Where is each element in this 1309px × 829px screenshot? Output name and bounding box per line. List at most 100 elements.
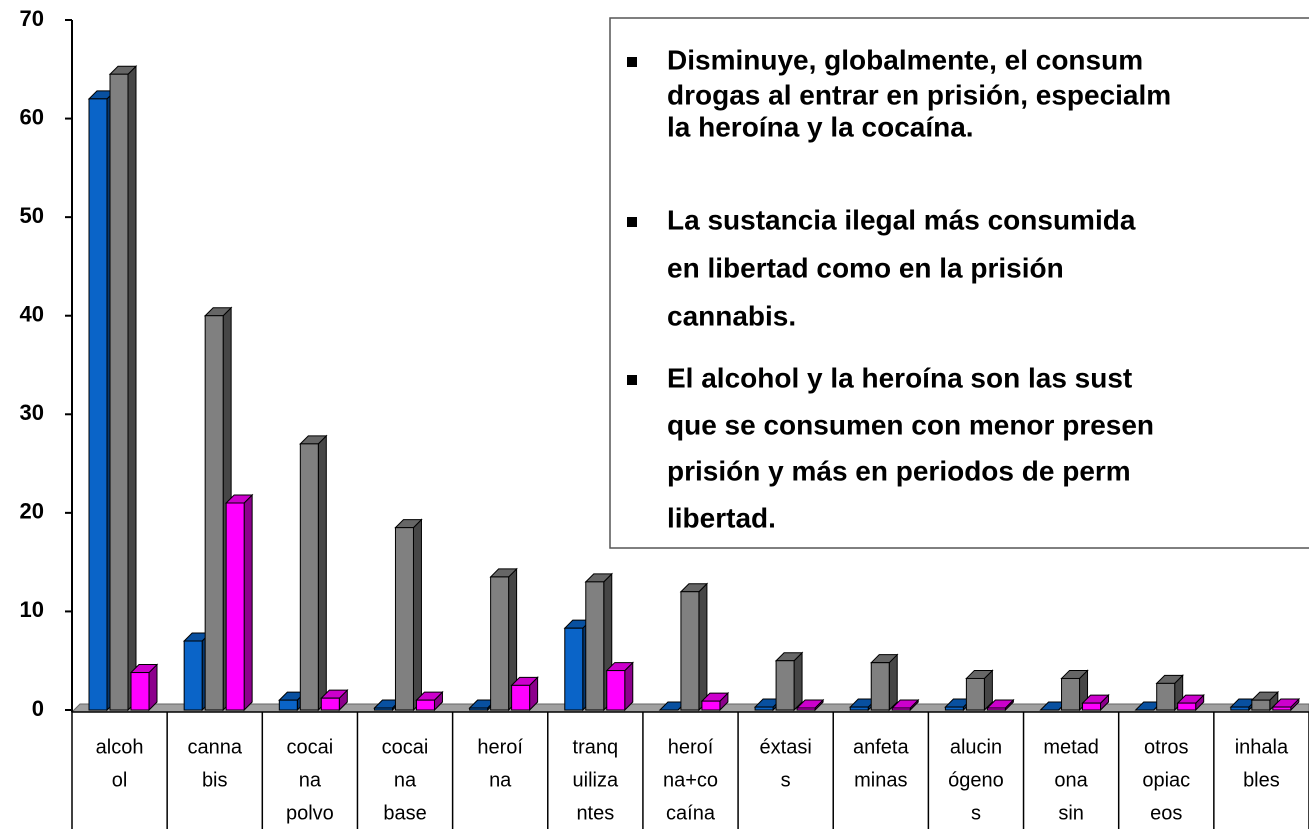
annotation-line: drogas al entrar en prisión, especialm (667, 79, 1171, 110)
bar-front (796, 707, 816, 711)
x-tick-label: heroí (477, 736, 523, 758)
bar-side (888, 653, 898, 712)
bar-front (986, 707, 1006, 711)
x-tick-label: ol (112, 769, 128, 791)
x-tick-label: base (383, 802, 426, 824)
y-tick-label: 70 (20, 6, 44, 31)
bar-front (225, 502, 245, 711)
bar-front (490, 576, 510, 711)
x-tick-label: s (971, 802, 981, 824)
bar (394, 518, 423, 712)
y-tick-label: 30 (20, 400, 44, 425)
x-tick-label: otros (1144, 736, 1188, 758)
x-tick-label: caína (666, 802, 716, 824)
bar-side (793, 651, 803, 712)
x-tick-label: canna (187, 736, 242, 758)
y-tick-label: 10 (20, 597, 44, 622)
y-tick-label: 0 (32, 696, 44, 721)
bullet (627, 57, 637, 67)
bar-front (204, 315, 224, 711)
bar-front (754, 706, 774, 711)
bar-front (130, 672, 150, 711)
bar-front (320, 697, 340, 711)
bar-side (412, 518, 422, 712)
bar (1250, 690, 1280, 712)
bar-side (698, 582, 708, 712)
bar-front (299, 443, 319, 711)
bar-front (1156, 682, 1176, 711)
bar-front (944, 706, 964, 711)
x-tick-label: cocai (287, 736, 334, 758)
x-tick-label: na (394, 769, 417, 791)
bar-front (394, 527, 414, 711)
x-tick-label: na (489, 769, 512, 791)
annotation-line: cannabis. (667, 300, 796, 331)
x-tick-label: minas (854, 769, 907, 791)
bar (299, 434, 328, 712)
bar-front (415, 699, 435, 711)
bar (108, 65, 138, 712)
x-tick-label: bles (1243, 769, 1280, 791)
bar-side (243, 493, 253, 712)
bar (965, 669, 994, 712)
bar-front (1177, 702, 1197, 711)
x-tick-label: polvo (286, 802, 334, 824)
bar (1271, 697, 1301, 712)
bar-front (109, 73, 129, 711)
bar-front (891, 707, 911, 711)
bar-side (127, 65, 137, 712)
x-tick-label: s (781, 769, 791, 791)
x-tick-label: heroí (668, 736, 714, 758)
bar-front (606, 670, 626, 711)
bar (986, 698, 1015, 712)
x-tick-label: tranq (573, 736, 619, 758)
bar-front (585, 581, 605, 711)
x-tick-label: éxtasi (760, 736, 812, 758)
bar-front (373, 707, 393, 711)
bar-front (278, 699, 298, 711)
y-tick-label: 50 (20, 203, 44, 228)
bar (510, 676, 539, 712)
bar (415, 690, 444, 712)
y-tick-label: 20 (20, 499, 44, 524)
bar (891, 698, 920, 712)
bar-front (564, 627, 584, 711)
x-tick-label: alcoh (96, 736, 144, 758)
bar-front (183, 640, 203, 711)
bar-side (317, 434, 327, 712)
bar (1176, 693, 1205, 712)
bar-front (870, 662, 890, 711)
x-tick-label: inhala (1235, 736, 1289, 758)
annotation-line: El alcohol y la heroína son las sust (667, 362, 1132, 393)
annotation-line: Disminuye, globalmente, el consum (667, 44, 1143, 75)
bar (700, 691, 730, 712)
bar-front (1061, 677, 1081, 711)
bar-front (1082, 702, 1102, 711)
bullet (627, 217, 637, 227)
x-tick-label: sin (1058, 802, 1084, 824)
bar (1155, 674, 1184, 712)
x-tick-label: bis (202, 769, 228, 791)
x-tick-label: eos (1150, 802, 1182, 824)
y-tick-label: 60 (20, 104, 44, 129)
x-tick-label: na (299, 769, 322, 791)
annotation-line: prisión y más en periodos de perm (667, 455, 1131, 486)
bar (489, 567, 518, 712)
bar (224, 493, 254, 712)
bar (679, 582, 709, 712)
bar (1081, 693, 1110, 712)
x-tick-label: alucin (950, 736, 1002, 758)
x-tick-label: opiac (1142, 769, 1190, 791)
annotation-line: la heroína y la cocaína. (667, 111, 974, 142)
x-tick-label: na+co (663, 769, 718, 791)
annotation-line: La sustancia ilegal más consumida (667, 204, 1136, 235)
bar-front (1251, 699, 1271, 711)
x-tick-label: cocai (382, 736, 429, 758)
x-tick-label: anfeta (853, 736, 909, 758)
x-tick-label: ntes (576, 802, 614, 824)
bar-front (680, 591, 700, 711)
bar (795, 698, 825, 712)
y-tick-label: 40 (20, 302, 44, 327)
annotation: Disminuye, globalmente, el consum drogas … (609, 17, 1309, 549)
